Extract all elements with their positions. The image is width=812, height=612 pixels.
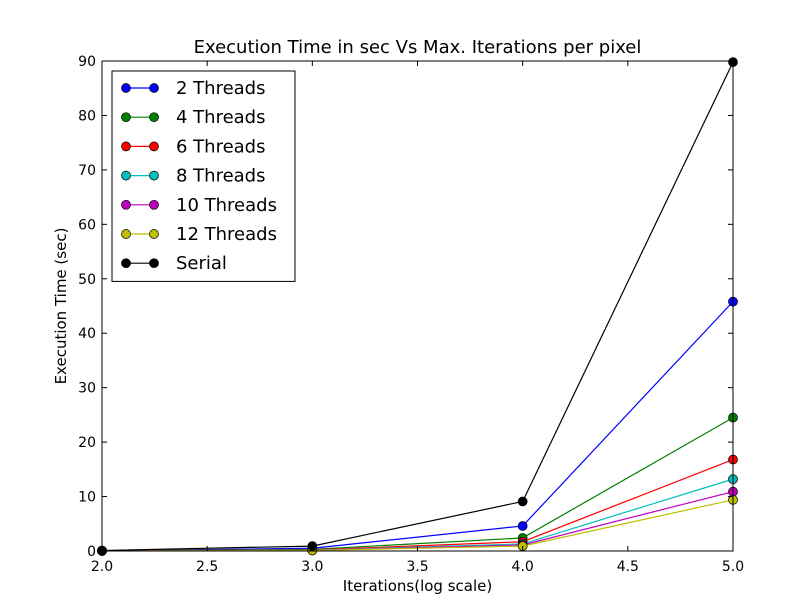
legend-label: 4 Threads	[176, 107, 266, 128]
x-tick-label: 4.5	[617, 559, 639, 575]
legend: 2 Threads 4 Threads 6 Threads 8 Threads 10 T…	[111, 70, 296, 282]
x-tick-label: 3.5	[406, 559, 428, 575]
x-tick-label: 3.0	[301, 559, 323, 575]
y-tick-label: 20	[78, 435, 96, 451]
legend-marker	[149, 141, 159, 152]
y-tick-label: 90	[78, 54, 96, 70]
y-axis-label: Execution Time (sec)	[52, 228, 70, 385]
x-tick-label: 2.0	[91, 559, 113, 575]
data-point-serial	[517, 496, 528, 507]
series-10-threads	[97, 486, 738, 556]
legend-marker	[149, 170, 159, 181]
series-line-4-threads	[101, 417, 734, 552]
legend-label: 12 Threads	[176, 224, 277, 245]
legend-entry: Serial	[121, 253, 227, 274]
x-tick-label: 2.5	[196, 559, 218, 575]
legend-marker	[149, 112, 159, 123]
y-tick-label: 80	[78, 108, 96, 124]
y-tick-label: 30	[78, 381, 96, 397]
y-tick-label: 50	[78, 272, 96, 288]
y-tick-label: 40	[78, 326, 96, 342]
legend-marker	[149, 258, 159, 269]
legend-marker	[121, 258, 131, 269]
y-tick-label: 60	[78, 217, 96, 233]
x-tick-label: 4.0	[512, 559, 534, 575]
data-point-2-threads	[517, 521, 528, 531]
ticks: 2.0 2.5 3.0 3.5 4.0 4.5 5.0 0 10 20 30 40 50 60 70 80 90	[78, 54, 744, 575]
legend-label: 6 Threads	[176, 136, 266, 157]
legend-entry: 8 Threads	[121, 166, 266, 187]
legend-marker	[149, 83, 159, 93]
legend-entry: 4 Threads	[121, 107, 266, 128]
legend-marker	[121, 141, 131, 152]
legend-label: 8 Threads	[176, 166, 266, 187]
y-tick-label: 0	[87, 544, 96, 560]
y-tick-label: 70	[78, 163, 96, 179]
legend-marker	[149, 229, 159, 239]
legend-entry: 6 Threads	[121, 136, 266, 157]
series-line-2-threads	[101, 301, 734, 552]
x-tick-label: 5.0	[722, 559, 744, 575]
legend-marker	[149, 199, 159, 210]
legend-marker	[121, 170, 131, 181]
legend-marker	[121, 199, 131, 210]
x-axis-label: Iterations(log scale)	[343, 577, 492, 595]
legend-entry: 12 Threads	[121, 224, 277, 245]
series-2-threads	[97, 296, 738, 556]
legend-label: 2 Threads	[176, 78, 266, 99]
chart-title: Execution Time in sec Vs Max. Iterations…	[194, 37, 642, 58]
series-4-threads	[97, 412, 738, 556]
legend-marker	[121, 112, 131, 123]
series-line-8-threads	[101, 478, 734, 552]
y-tick-label: 10	[78, 490, 96, 506]
legend-label: Serial	[176, 253, 227, 274]
legend-marker	[121, 83, 131, 93]
legend-entry: 10 Threads	[121, 195, 277, 216]
legend-entry: 2 Threads	[121, 78, 266, 99]
legend-label: 10 Threads	[176, 195, 277, 216]
legend-marker	[121, 229, 131, 239]
series-line-10-threads	[101, 491, 734, 552]
